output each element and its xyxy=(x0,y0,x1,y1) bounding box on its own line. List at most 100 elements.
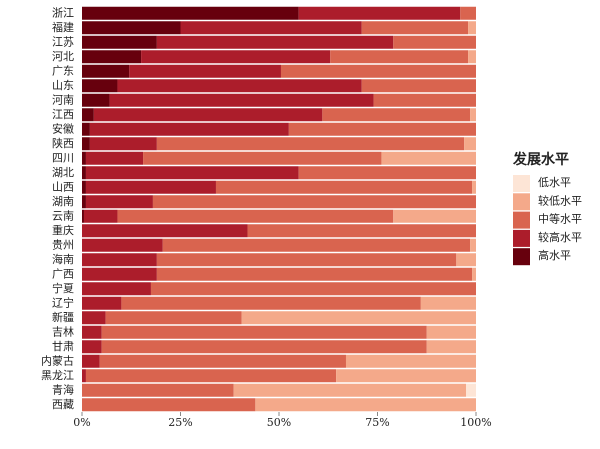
bar-segment xyxy=(241,311,476,325)
y-tick-label: 重庆 xyxy=(52,223,74,237)
y-tick-label: 四川 xyxy=(52,151,74,164)
bar-segment xyxy=(82,253,157,267)
bar-segment xyxy=(82,209,84,223)
bar-segment xyxy=(426,340,476,354)
x-tick-label: 25% xyxy=(168,416,192,429)
bar-segment xyxy=(82,369,86,383)
y-tick-label: 海南 xyxy=(52,252,74,266)
bar-segment xyxy=(82,383,234,397)
bar-segment xyxy=(233,383,467,397)
bar-segment xyxy=(89,122,289,136)
y-tick-label: 甘肃 xyxy=(52,340,74,353)
bar-segment xyxy=(472,267,476,281)
bar-segment xyxy=(82,354,100,368)
bar-segment xyxy=(82,108,94,122)
bar-segment xyxy=(117,209,394,223)
bar-segment xyxy=(82,180,86,194)
bar-segment xyxy=(99,354,346,368)
bar-segment xyxy=(82,267,157,281)
bar-segment xyxy=(82,35,157,49)
x-tick-label: 0% xyxy=(73,416,90,429)
bar-segment xyxy=(336,369,476,383)
bar-segment xyxy=(129,64,281,78)
bar-segment xyxy=(82,21,181,35)
bar-segment xyxy=(255,398,476,412)
bar-segment xyxy=(180,21,362,35)
legend-title: 发展水平 xyxy=(512,151,569,168)
bar-segment xyxy=(82,79,118,93)
y-tick-label: 湖北 xyxy=(52,166,74,179)
bar-segment xyxy=(247,224,476,238)
bar-segment xyxy=(82,398,256,412)
bar-segment xyxy=(83,209,118,223)
bar-segment xyxy=(298,6,461,20)
y-tick-label: 黑龙江 xyxy=(41,369,74,382)
bar-segment xyxy=(156,137,465,151)
bar-segment xyxy=(393,35,476,49)
bar-segment xyxy=(82,122,90,136)
bar-segment xyxy=(361,21,469,35)
bar-segment xyxy=(426,325,476,339)
y-tick-label: 陕西 xyxy=(52,136,74,150)
bar-segment xyxy=(472,180,476,194)
y-tick-label: 云南 xyxy=(52,209,74,222)
bar-segment xyxy=(143,151,382,165)
bar-segment xyxy=(82,64,130,78)
bar-segment xyxy=(456,253,476,267)
y-tick-label: 吉林 xyxy=(52,324,74,338)
y-tick-label: 新疆 xyxy=(52,310,74,324)
y-tick-label: 湖南 xyxy=(52,195,74,208)
bar-segment xyxy=(322,108,471,122)
bar-segment xyxy=(288,122,476,136)
bar-segment xyxy=(82,224,248,238)
bar-segment xyxy=(82,340,102,354)
y-tick-label: 辽宁 xyxy=(52,295,74,309)
legend-label: 较低水平 xyxy=(538,193,582,207)
bar-segment xyxy=(82,325,102,339)
x-tick-label: 50% xyxy=(267,416,291,429)
y-tick-label: 山东 xyxy=(52,79,74,92)
y-tick-label: 江西 xyxy=(52,108,74,121)
bar-segment xyxy=(85,195,153,209)
bar-segment xyxy=(156,253,457,267)
bar-segment xyxy=(82,238,163,252)
y-tick-label: 广东 xyxy=(52,64,74,77)
bar-segment xyxy=(82,296,122,310)
bar-segment xyxy=(361,79,476,93)
bar-segment xyxy=(156,35,394,49)
legend-label: 中等水平 xyxy=(538,212,582,226)
bar-segment xyxy=(468,50,476,64)
bar-segment xyxy=(141,50,331,64)
bar-segment xyxy=(89,137,157,151)
bar-segment xyxy=(85,180,216,194)
y-tick-label: 河南 xyxy=(52,93,74,106)
bar-segment xyxy=(82,137,90,151)
y-tick-label: 广西 xyxy=(52,267,74,280)
bar-segment xyxy=(82,93,110,107)
bar-segment xyxy=(82,195,86,209)
bar-segment xyxy=(330,50,469,64)
bar-segment xyxy=(460,6,476,20)
bar-segment xyxy=(85,151,144,165)
y-tick-label: 安徽 xyxy=(52,121,74,135)
legend-label: 较高水平 xyxy=(538,230,582,244)
y-tick-label: 贵州 xyxy=(52,238,74,251)
bar-segment xyxy=(280,64,476,78)
bar-segment xyxy=(101,340,427,354)
bar-segment xyxy=(381,151,476,165)
y-tick-label: 宁夏 xyxy=(52,281,74,295)
legend-swatch xyxy=(513,229,530,247)
legend-swatch xyxy=(513,175,530,192)
y-tick-label: 福建 xyxy=(52,20,74,34)
bar-segment xyxy=(109,93,374,107)
bar-segment xyxy=(298,166,476,180)
legend-label: 高水平 xyxy=(538,248,571,262)
bar-segment xyxy=(345,354,476,368)
legend-swatch xyxy=(513,211,530,229)
bar-segment xyxy=(420,296,476,310)
bar-segment xyxy=(82,6,299,20)
bar-segment xyxy=(156,267,473,281)
bar-segment xyxy=(82,50,142,64)
bar-segment xyxy=(117,79,362,93)
bar-segment xyxy=(82,282,151,296)
